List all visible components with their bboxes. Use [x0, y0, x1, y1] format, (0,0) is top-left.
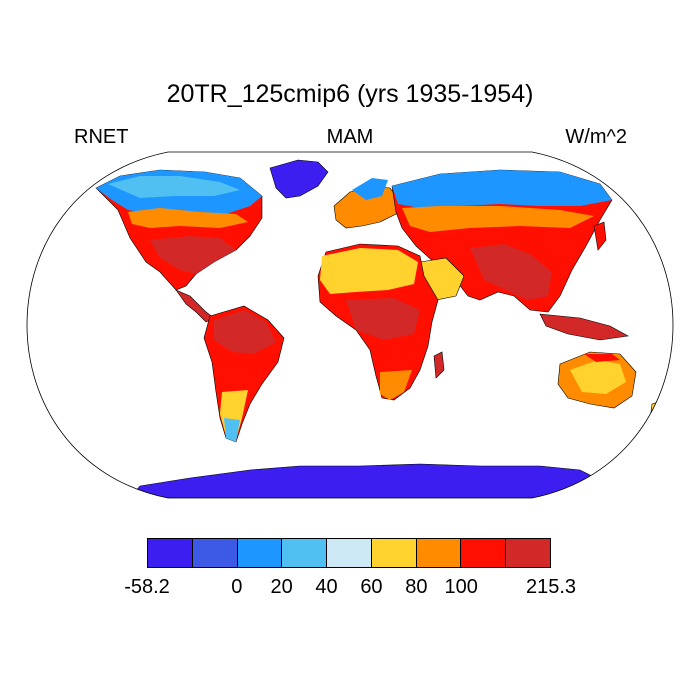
plot-title: 20TR_125cmip6 (yrs 1935-1954) — [166, 80, 534, 108]
region-patagonia — [224, 418, 240, 442]
region-australia-interior — [570, 360, 626, 394]
region-central-africa — [346, 298, 420, 340]
colorbar-tick-label: -58.2 — [124, 576, 170, 598]
region-scandinavia — [352, 178, 388, 200]
colorbar-swatch — [371, 539, 417, 567]
region-south-asia — [470, 244, 552, 300]
globe-outline — [26, 151, 674, 499]
region-australia-north — [584, 354, 620, 362]
region-japan — [593, 221, 607, 251]
colorbar-tick-label: 100 — [444, 576, 478, 598]
colorbar-tick-label: 0 — [231, 576, 243, 598]
colorbar-swatch — [148, 539, 193, 567]
colorbar-tick-label: 20 — [270, 576, 293, 598]
variable-label: RNET — [74, 126, 129, 148]
colorbar — [147, 538, 551, 568]
region-siberia — [392, 170, 612, 208]
colorbar-tick-label: 80 — [405, 576, 428, 598]
colorbar-swatch — [282, 539, 328, 567]
colorbar-swatch — [327, 539, 372, 567]
region-central-america — [175, 289, 215, 323]
region-north-america-south — [150, 236, 236, 274]
units-label: W/m^2 — [565, 126, 627, 148]
region-south-america-amazon — [214, 310, 276, 354]
region-sahara — [320, 248, 418, 294]
region-north-america-band — [128, 208, 248, 228]
colorbar-swatch — [192, 539, 238, 567]
region-madagascar — [433, 351, 445, 379]
region-southern-africa — [380, 370, 412, 400]
region-central-asia — [402, 206, 594, 232]
region-indonesia — [539, 313, 629, 341]
colorbar-tick-label: 60 — [360, 576, 383, 598]
season-label: MAM — [326, 126, 374, 148]
colorbar-tick-label: 40 — [315, 576, 338, 598]
region-greenland — [269, 159, 329, 199]
region-antarctica — [129, 463, 611, 498]
colorbar-swatch — [237, 539, 283, 567]
colorbar-swatch — [416, 539, 462, 567]
colorbar-tick-label: 215.3 — [525, 576, 577, 598]
colorbar-swatch — [461, 539, 507, 567]
colorbar-swatch — [506, 539, 551, 567]
region-north-america-tundra — [108, 176, 240, 198]
